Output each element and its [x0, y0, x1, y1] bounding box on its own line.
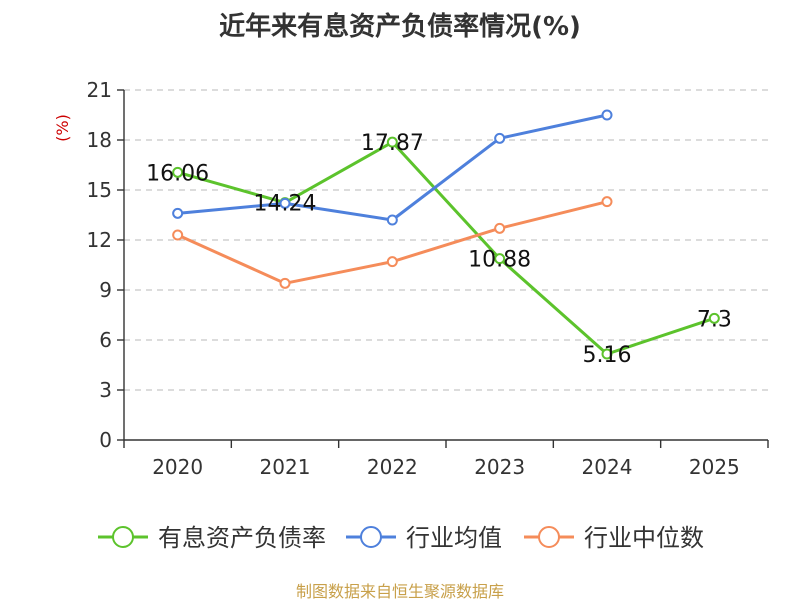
y-tick-label-18: 18 [87, 128, 112, 152]
y-tick-label-6: 6 [99, 328, 112, 352]
series-lines [172, 109, 720, 360]
data-point-2-2024 [601, 196, 613, 208]
data-point-2-2021 [279, 277, 291, 289]
data-point-0-2020 [172, 166, 184, 178]
legend-item-0: 有息资产负债率 [98, 524, 326, 552]
chart-title: 近年来有息资产负债率情况(%) [219, 12, 581, 42]
x-tick-label-2025: 2025 [689, 455, 740, 479]
data-point-1-2022 [386, 214, 398, 226]
x-tick-label-2023: 2023 [474, 455, 525, 479]
data-label-0-2020: 16.06 [146, 161, 209, 186]
data-label-0-2022: 17.87 [361, 131, 424, 156]
data-point-0-2022 [386, 136, 398, 148]
legend-label-1: 行业均值 [406, 524, 502, 552]
series-line-2 [177, 200, 608, 285]
source-note: 制图数据来自恒生聚源数据库 [295, 582, 504, 601]
legend-item-2: 行业中位数 [524, 524, 704, 552]
axes: 0 3 6 9 12 15 18 21 2020 2021 2022 2023 2024 2025 [87, 78, 769, 479]
y-tick-label-0: 0 [99, 428, 112, 452]
y-tick-label-21: 21 [87, 78, 112, 102]
data-point-1-2021 [279, 197, 291, 209]
data-label-0-2021: 14.24 [254, 192, 317, 217]
data-labels: 16.06 14.24 17.87 10.88 5.16 7.3 [146, 131, 732, 368]
data-label-0-2023: 10.88 [468, 248, 531, 273]
data-point-1-2023 [494, 132, 506, 144]
data-point-1-2024 [601, 109, 613, 121]
legend-item-1: 行业均值 [346, 524, 502, 552]
series-line-0 [177, 140, 715, 356]
data-point-0-2025 [708, 312, 720, 324]
x-tick-label-2020: 2020 [152, 455, 203, 479]
y-tick-label-12: 12 [87, 228, 112, 252]
legend-swatch-marker-0 [112, 526, 134, 548]
x-tick-label-2022: 2022 [367, 455, 418, 479]
data-point-0-2024 [601, 348, 613, 360]
data-point-0-2023 [494, 253, 506, 265]
y-axis-label: (%) [53, 114, 72, 142]
y-tick-label-15: 15 [87, 178, 112, 202]
data-point-2-2023 [494, 222, 506, 234]
data-point-1-2020 [172, 207, 184, 219]
legend: 有息资产负债率 行业均值 行业中位数 [98, 524, 704, 552]
data-label-0-2025: 7.3 [697, 307, 732, 332]
x-tick-label-2021: 2021 [260, 455, 311, 479]
y-tick-label-3: 3 [99, 378, 112, 402]
y-tick-label-9: 9 [99, 278, 112, 302]
data-point-2-2022 [386, 256, 398, 268]
gridlines [124, 89, 768, 391]
legend-swatch-marker-1 [360, 526, 382, 548]
data-point-2-2020 [172, 229, 184, 241]
legend-label-2: 行业中位数 [584, 524, 704, 552]
data-label-0-2024: 5.16 [583, 343, 632, 368]
x-tick-label-2024: 2024 [582, 455, 633, 479]
legend-swatch-marker-2 [538, 526, 560, 548]
legend-label-0: 有息资产负债率 [158, 524, 326, 552]
